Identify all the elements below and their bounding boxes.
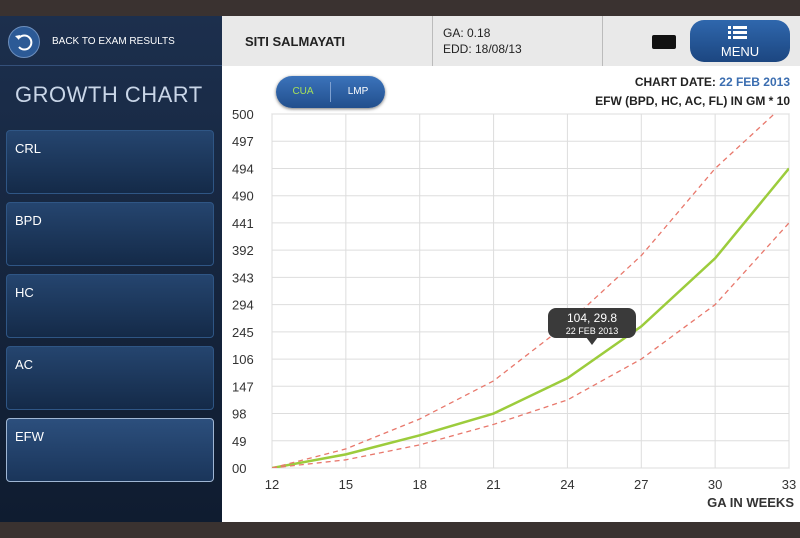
y-tick-label: 294 [232, 298, 254, 313]
sidebar-title: GROWTH CHART [15, 82, 203, 107]
toggle-divider [330, 82, 331, 102]
battery-icon [652, 35, 676, 49]
menu-label[interactable]: MENU [720, 44, 760, 59]
y-tick-label: 106 [232, 352, 254, 367]
tooltip-date: 22 FEB 2013 [566, 326, 619, 336]
x-axis-label: GA IN WEEKS [707, 495, 794, 510]
patient-name: SITI SALMAYATI [245, 34, 345, 49]
y-tick-label: 490 [232, 189, 254, 204]
y-tick-label: 500 [232, 107, 254, 122]
toggle: CUA LMP [276, 76, 385, 108]
chart: 00 49 98 147 106 245 294 343 392 441 490 494 497 500 1… [232, 107, 796, 510]
ga: GA: 0.18 [443, 26, 491, 40]
x-tick-label: 30 [708, 477, 722, 492]
y-tick-label: 494 [232, 161, 254, 176]
sidebar-item[interactable]: BPD [6, 202, 214, 266]
x-tick-label: 18 [412, 477, 426, 492]
x-tick-label: 15 [339, 477, 353, 492]
y-tick-label: 343 [232, 270, 254, 285]
sidebar-item[interactable]: CRL [6, 130, 214, 194]
plot-area [272, 114, 789, 468]
x-tick-label: 33 [782, 477, 796, 492]
curve [272, 222, 789, 468]
x-tick-label: 27 [634, 477, 648, 492]
y-tick-label: 147 [232, 379, 254, 394]
tooltip-box [548, 308, 636, 338]
y-tick-label: 49 [232, 434, 246, 449]
back-icon [15, 34, 33, 51]
x-tick-label: 21 [486, 477, 500, 492]
separator [602, 16, 603, 66]
tooltip-value: 104, 29.8 [567, 311, 617, 325]
back-button[interactable] [8, 26, 40, 58]
back-label[interactable]: BACK TO EXAM RESULTS [52, 36, 175, 47]
chart-panel: CUA LMP CHART DATE: 22 FEB 2013 EFW (BPD… [222, 66, 800, 522]
chart-date: CHART DATE: 22 FEB 2013 [635, 75, 790, 89]
tooltip: 104, 29.822 FEB 2013 [548, 308, 636, 345]
edd: EDD: 18/08/13 [443, 42, 522, 56]
separator [432, 16, 433, 66]
toggle-option[interactable]: LMP [347, 86, 369, 97]
menu-button[interactable]: MENU [690, 20, 790, 62]
y-tick-label: 392 [232, 243, 254, 258]
x-tick-label: 12 [265, 477, 279, 492]
chart-date-label: CHART DATE: [634, 75, 716, 89]
y-tick-label: 497 [232, 134, 254, 149]
curve [272, 167, 789, 468]
menu-icon [728, 26, 747, 39]
y-tick-label: 441 [232, 216, 254, 231]
chart-title: EFW (BPD, HC, AC, FL) IN GM * 10 [595, 94, 790, 108]
header: SITI SALMAYATI GA: 0.18 EDD: 18/08/13 ME… [222, 16, 800, 67]
toggle-option[interactable]: CUA [292, 86, 314, 97]
y-tick-label: 245 [232, 325, 254, 340]
y-tick-label: 98 [232, 407, 246, 422]
sidebar-item[interactable]: AC [6, 346, 214, 410]
sidebar-item[interactable]: EFW [6, 418, 214, 482]
sidebar-item[interactable]: HC [6, 274, 214, 338]
divider [0, 65, 222, 66]
x-tick-label: 24 [560, 477, 574, 492]
y-tick-label: 00 [232, 461, 246, 476]
chart-date-value: 22 FEB 2013 [719, 75, 790, 89]
plot-border [271, 113, 790, 469]
curve [272, 114, 775, 468]
tooltip-pointer [586, 337, 598, 345]
sidebar: BACK TO EXAM RESULTS GROWTH CHART CRL BPD… [0, 16, 222, 522]
